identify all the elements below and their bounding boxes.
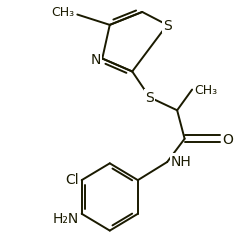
Text: CH₃: CH₃ [195, 84, 218, 97]
Text: N: N [91, 52, 101, 66]
Text: O: O [222, 132, 233, 146]
Text: Cl: Cl [66, 172, 79, 186]
Text: NH: NH [171, 154, 192, 168]
Text: H₂N: H₂N [53, 211, 79, 225]
Text: CH₃: CH₃ [52, 6, 75, 19]
Text: S: S [163, 19, 172, 33]
Text: S: S [145, 91, 154, 105]
